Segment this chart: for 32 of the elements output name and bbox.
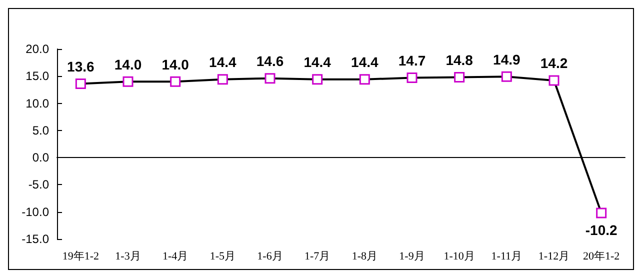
data-label: -10.2 xyxy=(585,222,618,238)
y-tick-label: -5.0 xyxy=(28,178,50,192)
x-tick-label: 1-5月 xyxy=(210,250,236,262)
data-label: 14.4 xyxy=(209,54,237,70)
y-tick-label: -15.0 xyxy=(22,232,50,246)
x-tick-label: 1-4月 xyxy=(162,250,188,262)
x-tick-label: 1-11月 xyxy=(491,250,522,262)
y-tick-label: 5.0 xyxy=(32,123,50,138)
data-label: 14.4 xyxy=(351,54,379,70)
data-label: 13.6 xyxy=(67,58,95,74)
y-tick-label: -10.0 xyxy=(22,204,50,219)
data-label: 14.6 xyxy=(256,53,284,70)
y-tick-label: 15.0 xyxy=(26,69,50,84)
data-label: 14.4 xyxy=(304,54,332,70)
x-tick-label: 20年1-2 xyxy=(582,250,620,262)
data-label: 14.9 xyxy=(493,51,521,68)
x-tick-label: 1-6月 xyxy=(257,250,283,262)
data-label: 14.8 xyxy=(446,52,474,68)
x-tick-label: 1-3月 xyxy=(115,250,141,262)
x-tick-label: 19年1-2 xyxy=(62,250,100,262)
y-tick-label: 20.0 xyxy=(26,42,50,56)
x-tick-label: 1-9月 xyxy=(399,250,425,262)
data-label: 14.7 xyxy=(398,52,426,69)
data-label: 14.0 xyxy=(114,56,142,72)
x-tick-label: 1-10月 xyxy=(444,250,475,262)
data-label: 14.0 xyxy=(162,56,190,72)
y-tick-label: 10.0 xyxy=(26,96,50,110)
x-tick-label: 1-8月 xyxy=(352,250,378,262)
x-tick-label: 1-7月 xyxy=(304,250,330,262)
data-label: 14.2 xyxy=(540,55,568,72)
x-tick-label: 1-12月 xyxy=(538,250,570,262)
y-tick-label: 0.0 xyxy=(32,150,50,165)
